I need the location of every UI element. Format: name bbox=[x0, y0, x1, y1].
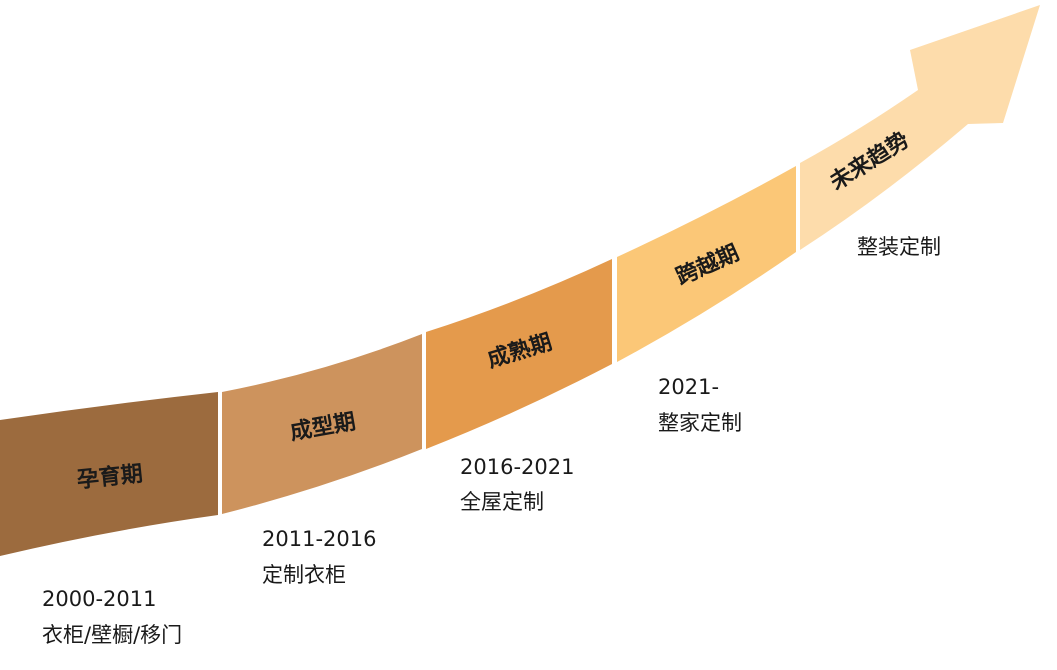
segment-4 bbox=[617, 166, 796, 362]
stage-desc: 整家定制 bbox=[658, 411, 742, 435]
stage-desc: 整装定制 bbox=[857, 235, 941, 259]
stage-desc: 定制衣柜 bbox=[262, 563, 346, 587]
segment-2 bbox=[222, 334, 422, 514]
stage-period: 2000-2011 bbox=[42, 587, 156, 611]
stage-period: 2016-2021 bbox=[460, 455, 574, 479]
segment-1 bbox=[0, 392, 218, 556]
stage-period: 2021- bbox=[658, 375, 719, 399]
stage-desc: 全屋定制 bbox=[460, 490, 544, 514]
stage-period: 2011-2016 bbox=[262, 527, 376, 551]
segment-5-arrowhead bbox=[800, 5, 1040, 250]
segment-3 bbox=[426, 259, 612, 449]
stage-desc: 衣柜/壁橱/移门 bbox=[42, 623, 182, 647]
